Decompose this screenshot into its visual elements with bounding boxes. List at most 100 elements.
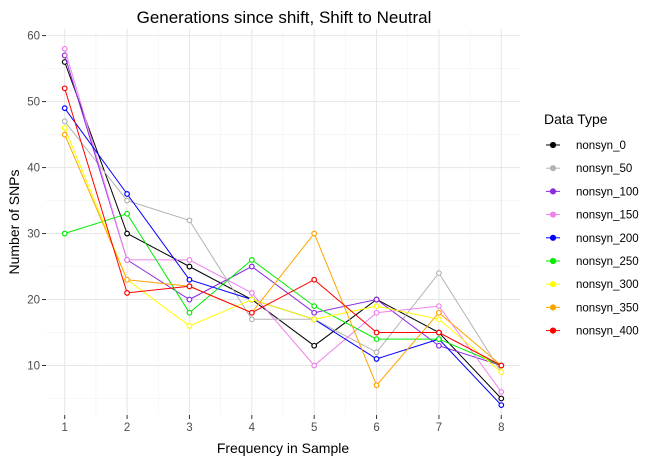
data-point	[186, 276, 193, 283]
data-point	[373, 356, 380, 362]
legend-title: Data Type	[544, 111, 608, 127]
x-axis-title: Frequency in Sample	[217, 440, 350, 456]
data-point	[498, 395, 505, 402]
legend-label: nonsyn_50	[576, 163, 632, 175]
y-tick-label: 20	[27, 295, 40, 307]
x-tick-label: 1	[62, 422, 68, 434]
series-line	[64, 88, 502, 366]
data-point	[436, 336, 442, 343]
series-line	[64, 61, 502, 399]
x-tick-label: 8	[498, 422, 504, 434]
series-line	[64, 55, 502, 366]
x-tick-label: 2	[124, 422, 130, 434]
y-axis-title: Number of SNPs	[6, 169, 22, 274]
data-point	[436, 342, 442, 349]
data-point	[61, 230, 68, 237]
legend-key-point	[549, 165, 557, 172]
data-point	[248, 296, 255, 303]
legend-key-point	[549, 304, 557, 311]
legend-item-nonsyn_350: nonsyn_350	[546, 302, 639, 314]
y-tick-label: 30	[27, 229, 40, 241]
legend-key-point	[549, 188, 557, 195]
data-point	[373, 329, 380, 336]
legend-label: nonsyn_400	[576, 326, 639, 338]
legend: Data Type nonsyn_0 nonsyn_50 nonsyn_100non…	[544, 111, 639, 338]
data-point	[436, 303, 442, 310]
x-tick-label: 6	[373, 422, 379, 434]
legend-key-point	[549, 141, 557, 149]
legend-label: nonsyn_0	[576, 140, 626, 152]
legend-label: nonsyn_300	[576, 279, 639, 291]
data-point	[186, 217, 193, 224]
legend-key-point	[549, 327, 557, 334]
data-point	[311, 230, 318, 237]
data-point	[186, 309, 193, 316]
data-point	[373, 296, 380, 303]
data-point	[248, 257, 255, 263]
series-line	[64, 134, 502, 387]
series-line	[64, 213, 502, 366]
legend-item-nonsyn_100: nonsyn_100	[546, 186, 639, 198]
data-point	[186, 263, 193, 270]
legend-label: nonsyn_250	[576, 256, 639, 268]
series-layer	[61, 45, 505, 409]
data-point	[186, 296, 193, 303]
legend-key-point	[549, 257, 557, 265]
legend-label: nonsyn_100	[576, 186, 639, 198]
legend-label: nonsyn_200	[576, 233, 639, 245]
x-tick-label: 4	[249, 422, 256, 434]
data-point	[124, 191, 130, 197]
data-point	[373, 303, 380, 310]
legend-item-nonsyn_200: nonsyn_200	[546, 233, 639, 245]
legend-key-point	[549, 234, 557, 241]
legend-item-nonsyn_0: nonsyn_0	[546, 140, 626, 152]
data-point	[311, 316, 318, 323]
legend-item-nonsyn_400: nonsyn_400	[546, 326, 639, 338]
data-point	[373, 336, 380, 343]
x-tick-label: 5	[311, 422, 317, 434]
data-point	[248, 290, 255, 296]
x-tick-label: 7	[436, 422, 442, 434]
chart-title: Generations since shift, Shift to Neutra…	[137, 8, 432, 27]
data-point	[124, 276, 130, 283]
legend-item-nonsyn_250: nonsyn_250	[546, 256, 639, 268]
series-line	[64, 48, 502, 393]
grid	[46, 29, 520, 415]
y-tick-label: 60	[27, 31, 40, 43]
x-tick-label: 3	[186, 422, 192, 434]
data-point	[61, 125, 68, 131]
legend-key-point	[549, 281, 557, 288]
series-line	[64, 127, 502, 373]
data-point	[186, 323, 193, 329]
y-tick-label: 10	[27, 361, 40, 373]
data-point	[373, 349, 380, 356]
data-point	[498, 369, 505, 376]
data-point	[248, 309, 255, 316]
data-point	[124, 290, 130, 296]
data-point	[311, 309, 318, 316]
legend-key-point	[549, 211, 557, 218]
data-point	[436, 309, 442, 316]
series-nonsyn_400	[61, 85, 505, 369]
data-point	[186, 257, 193, 263]
data-point	[498, 362, 505, 369]
data-point	[61, 45, 68, 52]
data-point	[124, 257, 130, 263]
legend-item-nonsyn_50: nonsyn_50	[546, 163, 632, 175]
data-point	[498, 402, 505, 409]
data-point	[311, 276, 318, 283]
series-line	[64, 121, 502, 373]
axes: 1 2 3 4 5 6 7 8 10 20 30 40 50 60	[27, 31, 504, 434]
data-point	[61, 85, 68, 92]
data-point	[186, 283, 193, 290]
legend-item-nonsyn_300: nonsyn_300	[546, 279, 639, 291]
data-point	[311, 342, 318, 349]
legend-label: nonsyn_350	[576, 302, 639, 314]
y-tick-label: 50	[27, 97, 40, 109]
data-point	[248, 316, 255, 323]
data-point	[498, 389, 505, 395]
data-point	[124, 230, 130, 237]
data-point	[124, 210, 130, 217]
data-point	[61, 105, 68, 112]
